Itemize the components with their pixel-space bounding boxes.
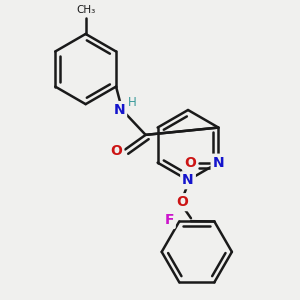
Text: F: F xyxy=(164,213,174,227)
Text: N: N xyxy=(182,173,194,187)
Text: N: N xyxy=(113,103,125,117)
Text: O: O xyxy=(110,144,122,158)
Text: H: H xyxy=(128,96,137,109)
Text: N: N xyxy=(213,156,224,170)
Text: O: O xyxy=(176,195,188,209)
Text: O: O xyxy=(184,156,196,170)
Text: CH₃: CH₃ xyxy=(76,5,95,15)
